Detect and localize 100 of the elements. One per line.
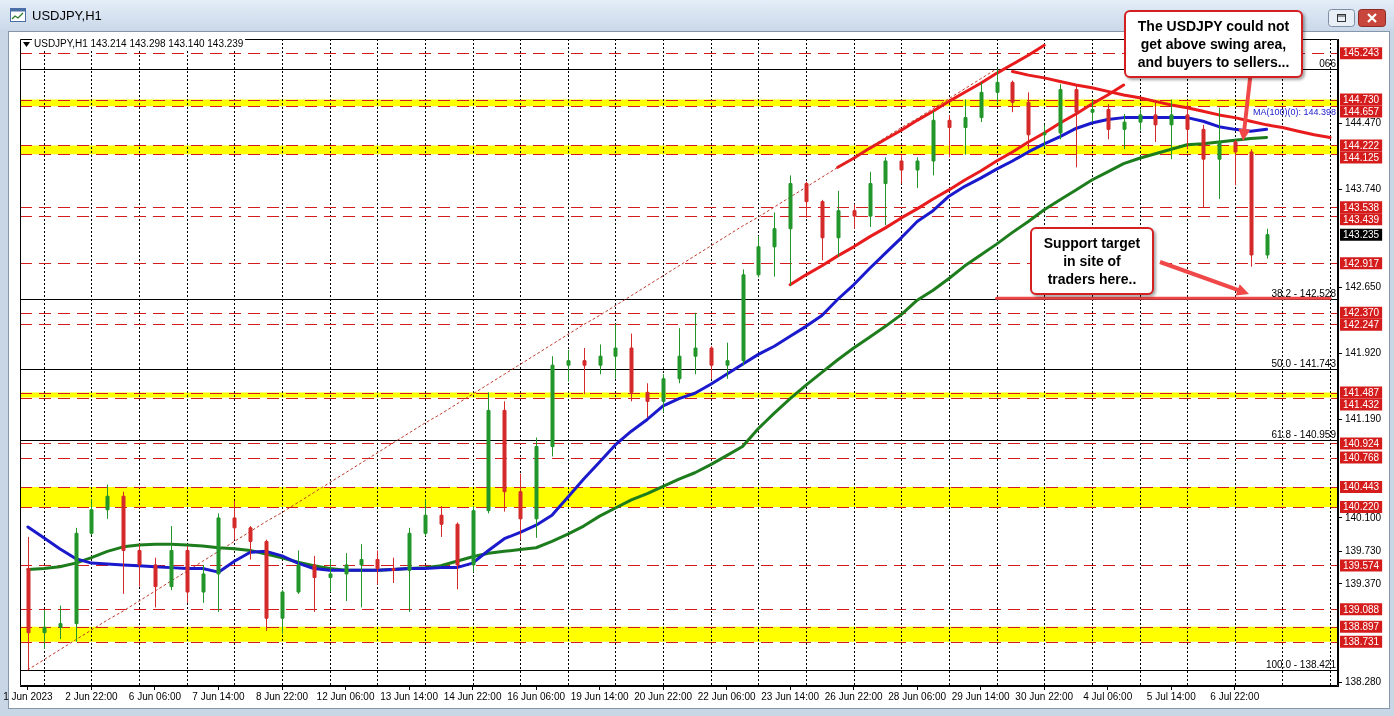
candlestick xyxy=(1249,148,1254,268)
x-tick-label: 7 Jun 14:00 xyxy=(192,690,246,702)
candlestick xyxy=(1233,139,1238,186)
ref-line-label: 139.088 xyxy=(1343,603,1380,615)
candlestick xyxy=(89,498,94,536)
candlestick xyxy=(42,609,47,650)
candlestick xyxy=(486,391,491,514)
ref-line-label: 144.657 xyxy=(1343,105,1380,117)
candlestick xyxy=(423,498,428,537)
candlestick xyxy=(74,527,79,643)
ref-line-label: 142.370 xyxy=(1343,307,1380,319)
x-tick-label: 2 Jun 22:00 xyxy=(65,690,119,702)
candlestick xyxy=(280,589,285,635)
x-tick-label: 12 Jun 06:00 xyxy=(316,690,375,702)
candlestick xyxy=(629,333,634,402)
candlestick xyxy=(1042,124,1047,148)
x-tick-label: 30 Jun 22:00 xyxy=(1015,690,1074,702)
candlestick xyxy=(201,564,206,604)
y-tick-label: 139.730 xyxy=(1345,545,1382,557)
y-tick-label: 144.470 xyxy=(1345,116,1382,128)
candlestick xyxy=(550,355,555,457)
ref-line-label: 144.125 xyxy=(1343,151,1380,163)
candlestick xyxy=(756,235,761,279)
x-tick-label: 20 Jun 22:00 xyxy=(634,690,693,702)
candlestick xyxy=(216,512,221,613)
ref-line-label: 138.731 xyxy=(1343,635,1380,647)
y-tick-label: 138.280 xyxy=(1345,676,1382,688)
candlestick xyxy=(1138,108,1143,131)
candlestick xyxy=(1058,83,1063,140)
candlestick xyxy=(296,549,301,595)
series-label: MA(100)(0): 144.398 xyxy=(1252,107,1336,118)
ref-line-label: 142.917 xyxy=(1343,257,1380,269)
candlestick xyxy=(1090,99,1095,123)
candlestick xyxy=(661,373,666,413)
ref-line-label: 144.222 xyxy=(1343,139,1380,151)
text: 143.235 xyxy=(1343,228,1380,240)
annotation: 38.2 - 142.528 xyxy=(1271,287,1337,299)
x-tick-label: 6 Jun 06:00 xyxy=(128,690,182,702)
x-tick-label: 26 Jun 22:00 xyxy=(824,690,884,702)
candlestick xyxy=(328,558,333,593)
candlestick xyxy=(26,536,31,671)
candlestick xyxy=(518,473,523,541)
y-tick-label: 141.190 xyxy=(1345,413,1382,425)
candlestick xyxy=(1169,99,1174,160)
y-tick-label: 139.370 xyxy=(1345,577,1382,589)
candlestick xyxy=(915,156,920,189)
candlestick xyxy=(804,181,809,219)
x-tick-label: 23 Jun 14:00 xyxy=(761,690,820,702)
candlestick xyxy=(105,483,110,520)
candlestick xyxy=(931,110,936,176)
candlestick xyxy=(439,505,444,538)
candlestick xyxy=(772,212,777,278)
ref-line-label: 145.243 xyxy=(1343,47,1380,59)
candlestick xyxy=(1201,124,1206,208)
annotation: The USDJPY could not get above swing area, and buyers to sellers... xyxy=(1137,17,1290,71)
ref-line-label: 141.487 xyxy=(1343,386,1380,398)
callout-box: The USDJPY could not get above swing area, and buyers to sellers... xyxy=(1124,10,1303,78)
candlestick xyxy=(502,400,507,513)
annotation: 100.0 - 138.421 xyxy=(1265,658,1337,670)
candlestick xyxy=(613,323,618,380)
candlestick xyxy=(359,543,364,608)
candlestick xyxy=(137,543,142,588)
callout-box: Support target in site of traders here.. xyxy=(1030,227,1154,295)
candlestick xyxy=(407,527,412,613)
candlestick xyxy=(455,521,460,590)
candlestick xyxy=(995,68,1000,103)
candlestick xyxy=(868,171,873,228)
candlestick xyxy=(185,545,190,604)
candlestick xyxy=(1026,91,1031,150)
candlestick xyxy=(153,557,158,608)
candlestick xyxy=(344,552,349,602)
x-tick-label: 16 Jun 06:00 xyxy=(507,690,566,702)
candlestick xyxy=(534,437,539,539)
candlestick xyxy=(741,268,746,366)
candlestick xyxy=(709,345,714,380)
x-tick-label: 6 Jul 22:00 xyxy=(1210,690,1260,702)
candlestick xyxy=(232,500,237,541)
x-tick-label: 1 Jun 2023 xyxy=(3,690,54,702)
candlestick xyxy=(1010,80,1015,113)
annotation: 066 xyxy=(1319,58,1337,70)
ref-line-label: 143.439 xyxy=(1343,213,1380,225)
x-tick-label: 22 Jun 06:00 xyxy=(697,690,756,702)
candlestick xyxy=(471,505,476,573)
y-tick-label: 141.920 xyxy=(1345,347,1382,359)
candlestick xyxy=(1265,228,1270,260)
candlestick xyxy=(598,343,603,375)
candlestick xyxy=(693,312,698,375)
candlestick xyxy=(375,549,380,586)
ref-line-label: 138.897 xyxy=(1343,620,1380,632)
candlestick xyxy=(677,327,682,384)
ref-line-label: 141.432 xyxy=(1343,398,1380,410)
candlestick xyxy=(121,491,126,595)
ref-line-label: 142.247 xyxy=(1343,319,1380,331)
y-tick-label: 142.650 xyxy=(1345,281,1382,293)
x-tick-label: 19 Jun 14:00 xyxy=(570,690,629,702)
annotation: Support target in site of traders here.. xyxy=(1043,234,1141,288)
candlestick xyxy=(312,555,317,613)
candlestick xyxy=(979,81,984,123)
candlestick xyxy=(852,203,857,230)
chart-title: USDJPY,H1 xyxy=(32,8,102,23)
